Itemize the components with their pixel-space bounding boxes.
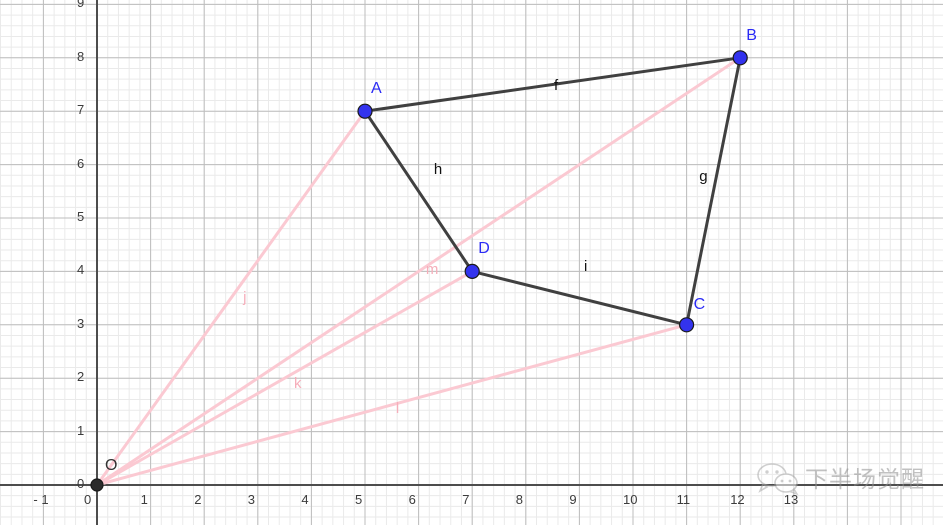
x-axis-tick-label: 1 <box>140 492 148 507</box>
ray-l[interactable] <box>95 323 689 487</box>
y-axis-tick-label: 4 <box>77 262 85 278</box>
ray-k[interactable] <box>95 269 474 487</box>
y-axis-tick-label: 0 <box>77 476 85 491</box>
y-axis-tick-label: 7 <box>77 102 85 118</box>
segment-g[interactable] <box>685 56 742 327</box>
segment-label-i: i <box>583 258 588 276</box>
vertex-points <box>90 50 748 492</box>
point-A[interactable] <box>357 103 373 119</box>
x-axis-tick-label: 11 <box>676 492 691 507</box>
x-axis-tick-label: 8 <box>515 492 524 507</box>
segment-f[interactable] <box>363 56 742 113</box>
segment-i[interactable] <box>470 269 689 327</box>
x-axis-tick-label: 5 <box>355 492 363 507</box>
ray-m[interactable] <box>95 56 742 487</box>
y-axis-tick-label: 6 <box>77 155 85 171</box>
x-axis-tick-label: 2 <box>194 492 202 507</box>
watermark: 下半场觉醒 <box>755 455 943 503</box>
point-D[interactable] <box>464 263 480 279</box>
x-axis-tick-label: 7 <box>462 492 470 507</box>
point-label-C: C <box>693 295 706 313</box>
y-axis-tick-label: 9 <box>77 0 85 11</box>
x-axis-tick-label: 13 <box>783 492 799 507</box>
point-B[interactable] <box>732 50 748 66</box>
point-label-O: O <box>105 457 118 474</box>
x-axis-tick-label: 4 <box>301 492 309 507</box>
x-axis-tick-label: 3 <box>247 492 256 507</box>
watermark-text: 下半场觉醒 <box>805 465 925 492</box>
y-axis-tick-label: 5 <box>77 209 85 224</box>
x-axis-tick-label: 9 <box>569 492 577 507</box>
x-axis-tick-label: 0 <box>84 492 92 507</box>
point-O[interactable] <box>90 478 104 492</box>
segment-label-f: f <box>553 77 559 95</box>
x-axis-tick-label: - 1 <box>33 492 49 507</box>
x-axis-tick-label: 10 <box>623 492 638 507</box>
segment-h[interactable] <box>363 109 474 273</box>
x-axis-tick-label: 12 <box>730 492 745 507</box>
point-label-A: A <box>371 80 382 98</box>
y-axis-tick-label: 3 <box>77 315 85 331</box>
ray-label-j: j <box>243 289 247 307</box>
ray-label-k: k <box>294 375 302 393</box>
y-axis-tick-label: 1 <box>77 422 85 438</box>
ray-lines <box>95 56 742 487</box>
ray-label-l: l <box>395 400 400 418</box>
segment-label-g: g <box>699 167 708 185</box>
point-label-B: B <box>746 26 757 44</box>
segment-label-h: h <box>433 161 443 178</box>
y-axis-tick-label: 8 <box>77 48 85 64</box>
point-C[interactable] <box>678 317 695 333</box>
ray-j[interactable] <box>95 109 367 487</box>
y-axis-tick-label: 2 <box>77 369 85 385</box>
wechat-icon <box>757 463 799 496</box>
ray-label-m: m <box>425 261 439 279</box>
point-label-D: D <box>478 240 490 258</box>
segment-lines <box>363 56 742 327</box>
x-axis-tick-label: 6 <box>408 492 416 507</box>
